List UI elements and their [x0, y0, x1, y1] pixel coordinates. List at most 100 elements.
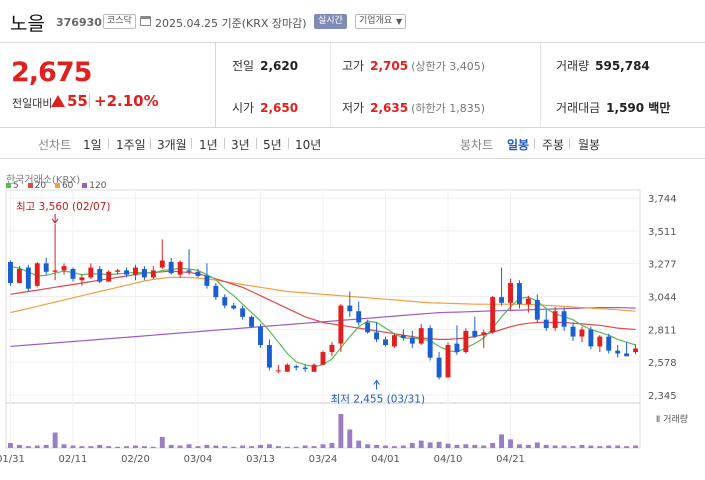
- candle-body: [383, 339, 388, 346]
- candle-body: [133, 267, 138, 275]
- volume-bar: [25, 446, 31, 448]
- x-tick-label: 01/31: [0, 454, 25, 465]
- candle-body: [115, 270, 121, 272]
- stat-volume: 거래량 595,784: [556, 59, 650, 73]
- min-price-arrowhead: [373, 379, 380, 385]
- y-tick-label: 3,044: [648, 293, 677, 304]
- min-price-label: 최저 2,455 (03/31): [331, 394, 426, 406]
- volume-bar: [383, 445, 388, 448]
- x-tick-label: 03/13: [246, 454, 275, 465]
- stat-high: 고가 2,705 (상한가 3,405): [342, 59, 485, 73]
- tab-3month[interactable]: 3개월: [157, 138, 187, 152]
- volume-bar: [633, 445, 638, 448]
- candle-body: [284, 364, 290, 372]
- tab-daily-candle[interactable]: 일봉: [507, 138, 530, 152]
- candle-body: [240, 308, 246, 317]
- x-tick-label: 04/10: [434, 454, 463, 465]
- tab-separator: [569, 138, 570, 149]
- tab-monthly-candle[interactable]: 월봉: [578, 138, 601, 152]
- price-summary: 2,675 전일대비 55 | +2.10% 전일 2,620 고가 2,705 (상…: [0, 42, 705, 128]
- candle-body: [454, 343, 460, 353]
- tab-1year[interactable]: 1년: [199, 138, 218, 152]
- y-tick-label: 2,811: [648, 325, 677, 336]
- market-badge: 코스닥: [103, 14, 136, 29]
- candlestick-chart[interactable]: 3,744 3,511 3,277 3,044 2,811 2,578 2,345 01/31…: [0, 160, 705, 480]
- tab-3year[interactable]: 3년: [231, 138, 250, 152]
- volume-bar: [570, 446, 576, 448]
- y-tick-label: 3,511: [648, 227, 677, 238]
- candle-body: [16, 268, 22, 284]
- candle-body: [213, 285, 219, 298]
- candle-body: [418, 328, 424, 344]
- volume-bar: [141, 446, 147, 448]
- tab-10year[interactable]: 10년: [295, 138, 322, 152]
- volume-bar: [61, 444, 67, 448]
- company-overview-label: 기업개요: [359, 16, 393, 26]
- y-tick-label: 2,578: [648, 358, 677, 369]
- chart-svg[interactable]: 3,744 3,511 3,277 3,044 2,811 2,578 2,345 01/31…: [0, 160, 705, 480]
- volume-bar: [88, 446, 94, 448]
- volume-bar: [195, 446, 201, 448]
- volume-bar: [365, 444, 371, 448]
- stat-divider: [540, 43, 541, 127]
- stat-prev-close: 전일 2,620: [232, 59, 299, 73]
- volume-bar: [561, 445, 567, 448]
- x-tick-label: 04/01: [371, 454, 400, 465]
- candle-body: [391, 335, 397, 347]
- volume-bar: [231, 446, 237, 448]
- legend-ma60: 60: [54, 181, 73, 191]
- volume-bar: [516, 444, 522, 448]
- tab-separator: [191, 138, 192, 149]
- candle-body: [463, 330, 469, 353]
- candle-body: [249, 316, 255, 327]
- tab-1day[interactable]: 1일: [83, 138, 102, 152]
- legend-ma5: 5: [6, 181, 19, 191]
- candle-body: [508, 283, 513, 303]
- volume-bar: [320, 444, 326, 448]
- x-tick-label: 03/24: [309, 454, 338, 465]
- volume-bar: [356, 440, 362, 448]
- volume-bar: [43, 444, 49, 448]
- volume-bar: [159, 436, 165, 448]
- tab-weekly-candle[interactable]: 주봉: [542, 138, 565, 152]
- volume-bar: [579, 444, 585, 448]
- candle-body: [195, 271, 201, 277]
- candle-body: [338, 305, 344, 344]
- tab-separator: [224, 138, 225, 149]
- volume-bar: [588, 445, 594, 448]
- volume-label: Ⅱ 거래량: [655, 415, 688, 425]
- volume-bar: [186, 444, 192, 448]
- candle-body: [436, 357, 442, 378]
- candle-body: [374, 332, 380, 340]
- tab-5year[interactable]: 5년: [263, 138, 282, 152]
- volume-bar: [436, 441, 442, 448]
- volume-bar: [597, 446, 603, 448]
- candle-body: [204, 276, 210, 286]
- stock-name: 노을: [10, 13, 45, 35]
- candle-body: [231, 305, 237, 309]
- volume-bar: [150, 446, 156, 448]
- candle-body: [311, 364, 317, 372]
- candle-body: [329, 345, 335, 353]
- candle-body: [79, 277, 85, 281]
- exchange-label: 한국거래소(KRX): [6, 175, 81, 186]
- volume-bar: [400, 445, 406, 448]
- candle-body: [61, 266, 67, 271]
- candle-body: [347, 305, 353, 312]
- tab-1week[interactable]: 1주일: [116, 138, 146, 152]
- x-tick-label: 04/21: [496, 454, 525, 465]
- realtime-button[interactable]: 실시간: [314, 14, 347, 29]
- stock-header: 노을 376930 코스닥 2025.04.25 기준(KRX 장마감) 실시간…: [0, 0, 705, 40]
- up-triangle-icon: [51, 95, 65, 107]
- volume-bar: [115, 446, 121, 448]
- company-overview-dropdown[interactable]: 기업개요 ▼: [355, 14, 407, 29]
- ma60-line: [10, 276, 636, 314]
- y-tick-label: 3,277: [648, 260, 677, 271]
- stock-code: 376930: [56, 16, 102, 29]
- candle-body: [106, 271, 112, 282]
- candle-body: [159, 260, 165, 268]
- volume-bar: [615, 445, 621, 448]
- volume-bar: [168, 444, 174, 448]
- volume-bar: [97, 444, 103, 448]
- volume-bar: [490, 443, 496, 448]
